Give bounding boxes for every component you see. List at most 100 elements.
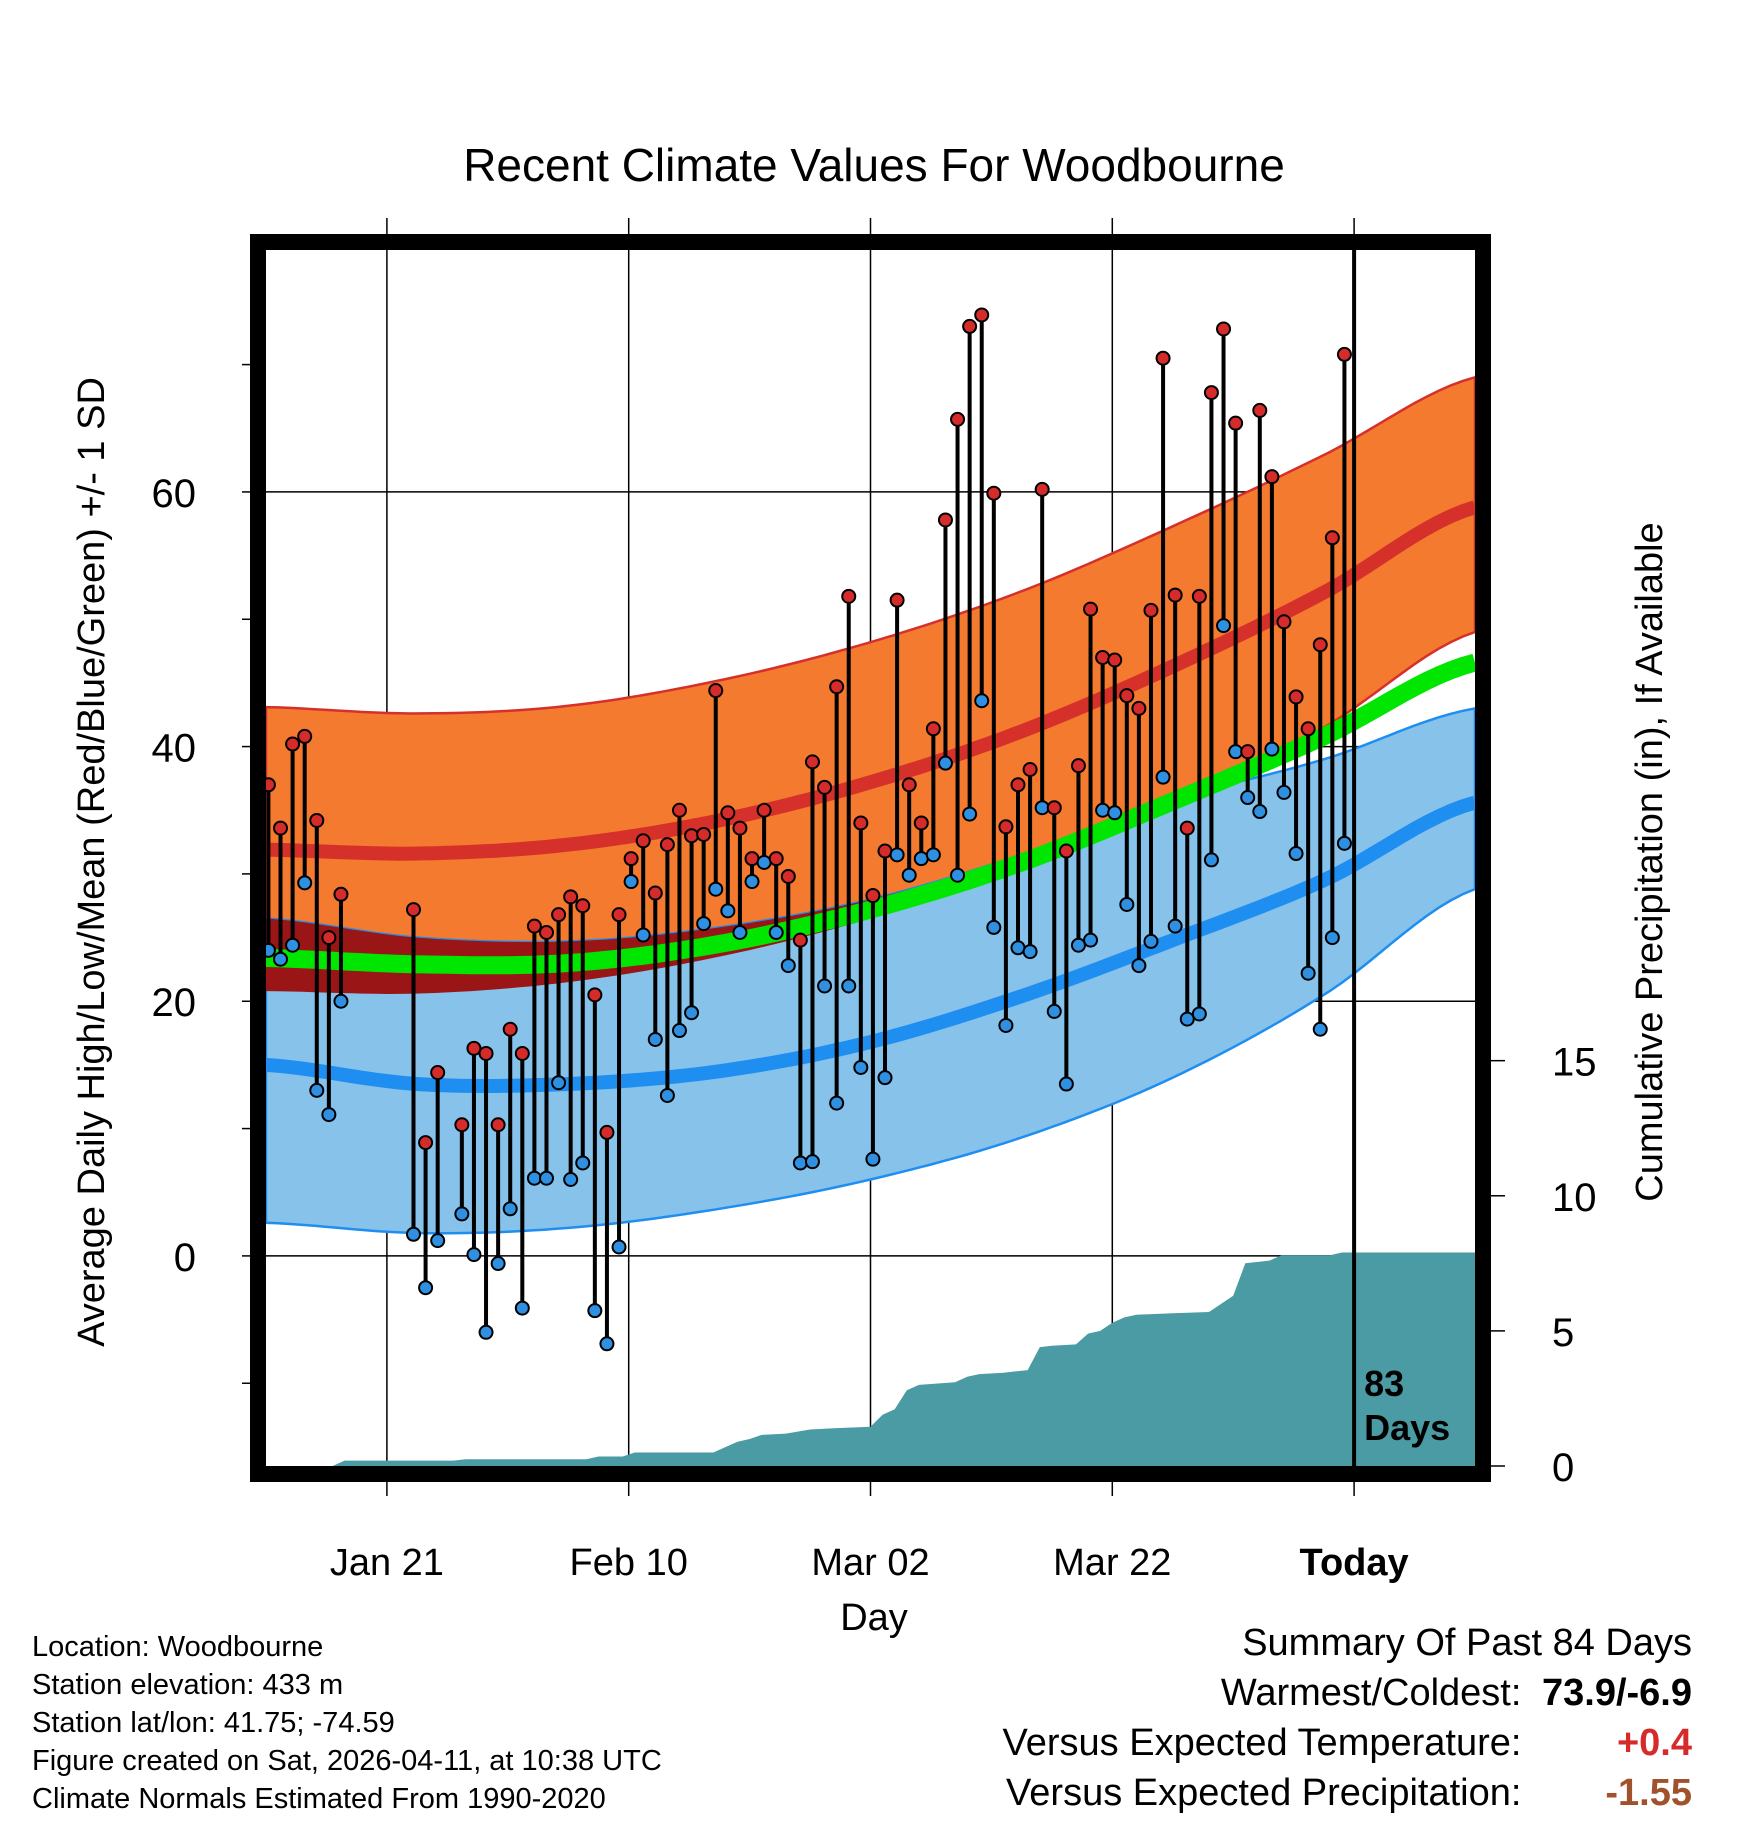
summary-temp-row: Versus Expected Temperature: +0.4 — [1003, 1722, 1692, 1765]
daily-high-point — [829, 679, 845, 695]
precip-value: -1.55 — [1605, 1772, 1692, 1814]
daily-high-point — [1216, 321, 1232, 337]
normal-mean-line — [265, 653, 1478, 975]
daily-high-point — [708, 683, 724, 699]
y-tick-label: 0 — [174, 1236, 196, 1280]
daily-high-point — [659, 837, 675, 853]
daily-low-point — [514, 1300, 530, 1316]
y-right-tick-label: 5 — [1552, 1311, 1574, 1355]
daily-low-point — [1155, 769, 1171, 785]
daily-low-point — [998, 1017, 1014, 1033]
daily-high-point — [1288, 689, 1304, 705]
daily-low-point — [309, 1082, 325, 1098]
daily-high-point — [937, 512, 953, 528]
daily-low-point — [1179, 1011, 1195, 1027]
daily-low-point — [768, 924, 784, 940]
daily-high-point — [1155, 350, 1171, 366]
chart-title: Recent Climate Values For Woodbourne — [463, 139, 1285, 191]
warmest-value: 73.9/-6.9 — [1542, 1672, 1692, 1714]
daily-low-point — [1264, 741, 1280, 757]
daily-low-point — [1191, 1006, 1207, 1022]
daily-high-point — [1131, 700, 1147, 716]
daily-low-point — [659, 1087, 675, 1103]
daily-low-point — [889, 847, 905, 863]
daily-high-point — [889, 592, 905, 608]
daily-low-point — [720, 903, 736, 919]
daily-high-point — [1276, 614, 1292, 630]
daily-high-point — [309, 812, 325, 828]
daily-low-point — [1252, 804, 1268, 820]
daily-high-point — [865, 888, 881, 904]
y-right-tick-label: 10 — [1552, 1176, 1597, 1220]
x-tick-label: Mar 02 — [811, 1542, 929, 1584]
daily-high-point — [684, 828, 700, 844]
daily-high-point — [526, 918, 542, 934]
daily-low-point — [623, 874, 639, 890]
daily-high-point — [430, 1065, 446, 1081]
daily-high-point — [853, 815, 869, 831]
daily-low-point — [635, 927, 651, 943]
daily-high-point — [1143, 602, 1159, 618]
daily-high-point — [538, 924, 554, 940]
daily-low-point — [950, 867, 966, 883]
daily-high-point — [841, 588, 857, 604]
daily-low-point — [1336, 835, 1352, 851]
daily-low-point — [575, 1155, 591, 1171]
daily-low-point — [1143, 933, 1159, 949]
daily-high-point — [768, 851, 784, 867]
daily-low-point — [1010, 940, 1026, 956]
daily-observations — [260, 307, 1352, 1352]
daily-low-point — [1058, 1076, 1074, 1092]
warmest-label: Warmest/Coldest: — [1220, 1672, 1522, 1714]
precip-area-group — [266, 1252, 1475, 1466]
normal-low-line — [265, 795, 1477, 1093]
daily-high-point — [817, 779, 833, 795]
daily-high-point — [1336, 346, 1352, 362]
daily-high-point — [1107, 652, 1123, 668]
daily-low-point — [490, 1256, 506, 1272]
daily-high-point — [1228, 415, 1244, 431]
daily-high-point — [1022, 762, 1038, 778]
daily-high-point — [1034, 481, 1050, 497]
normals-text: Climate Normals Estimated From 1990-2020 — [32, 1783, 606, 1815]
daily-high-point — [1095, 649, 1111, 665]
daily-low-point — [502, 1201, 518, 1217]
daily-high-point — [502, 1021, 518, 1037]
daily-low-point — [1228, 744, 1244, 760]
daily-high-point — [986, 485, 1002, 501]
daily-high-point — [321, 930, 337, 946]
daily-low-point — [877, 1070, 893, 1086]
daily-low-point — [563, 1172, 579, 1188]
daily-high-point — [273, 820, 289, 836]
daily-low-point — [744, 874, 760, 890]
daily-high-point — [744, 851, 760, 867]
y-right-axis-label: Cumulative Precipitation (in), If Availa… — [1629, 522, 1671, 1201]
daily-low-point — [1119, 896, 1135, 912]
daily-low-point — [684, 1005, 700, 1021]
daily-low-point — [1324, 930, 1340, 946]
daily-low-point — [599, 1336, 615, 1352]
daily-high-point — [913, 815, 929, 831]
daily-low-point — [792, 1155, 808, 1171]
daily-low-point — [804, 1154, 820, 1170]
daily-low-point — [1300, 965, 1316, 981]
daily-low-point — [297, 875, 313, 891]
summary-precip-row: Versus Expected Precipitation: -1.55 — [1006, 1772, 1692, 1815]
daily-high-point — [1167, 587, 1183, 603]
daily-high-point — [514, 1045, 530, 1061]
daily-low-point — [780, 958, 796, 974]
daily-high-point — [490, 1117, 506, 1133]
daily-high-point — [454, 1117, 470, 1133]
daily-low-point — [1288, 846, 1304, 862]
daily-low-point — [647, 1031, 663, 1047]
daily-low-point — [1107, 805, 1123, 821]
daily-high-point — [962, 318, 978, 334]
daily-high-point — [1324, 530, 1340, 546]
daily-low-point — [454, 1206, 470, 1222]
daily-high-point — [1191, 588, 1207, 604]
y-tick-label: 20 — [152, 981, 197, 1025]
daily-high-point — [1070, 758, 1086, 774]
daily-high-point — [1264, 469, 1280, 485]
daily-low-point — [418, 1280, 434, 1296]
daily-low-point — [333, 993, 349, 1009]
